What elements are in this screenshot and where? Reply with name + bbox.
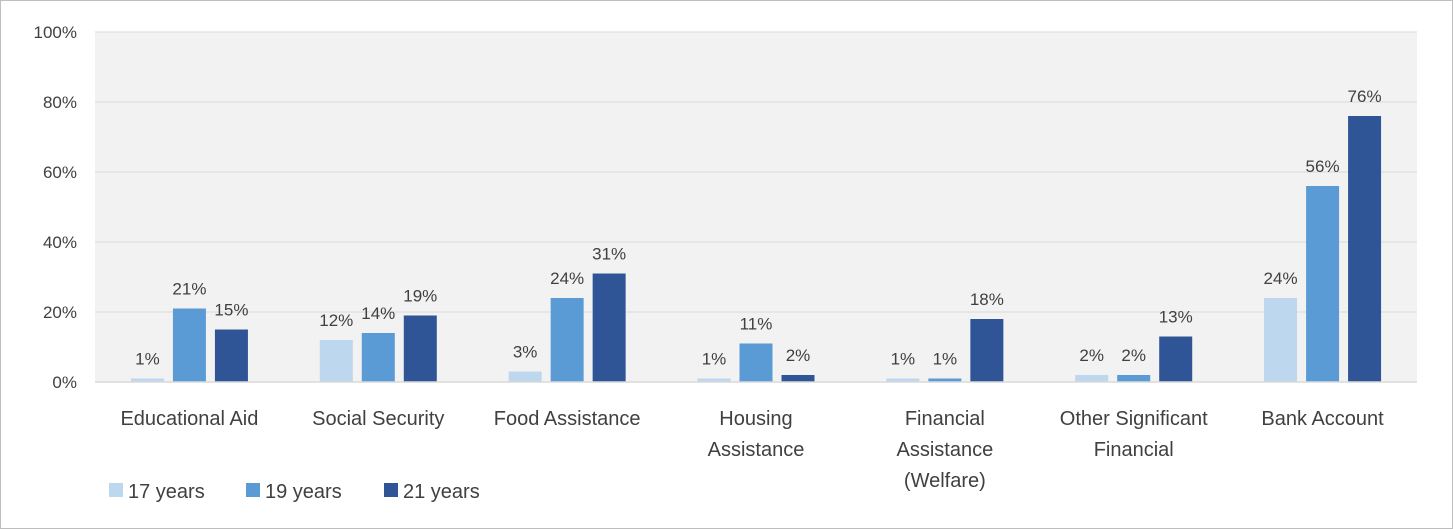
bar <box>130 378 164 382</box>
bar <box>550 298 584 382</box>
data-label: 2% <box>786 346 811 365</box>
legend-swatch <box>109 483 123 497</box>
data-label: 2% <box>1121 346 1146 365</box>
bar <box>403 315 437 382</box>
category-labels: Educational Aid Social Security Food Assis… <box>120 408 1384 492</box>
data-label: 14% <box>361 304 395 323</box>
data-label: 18% <box>970 290 1004 309</box>
legend-label: 19 years <box>265 481 342 503</box>
plot-area <box>95 32 1417 382</box>
data-label: 3% <box>513 343 538 362</box>
category-label: Financial <box>1094 439 1174 461</box>
legend-swatch <box>384 483 398 497</box>
bar <box>697 378 731 382</box>
bar <box>1264 298 1298 382</box>
bars <box>130 116 1382 382</box>
bar <box>1348 116 1382 382</box>
bar <box>886 378 920 382</box>
y-tick-label: 60% <box>43 163 77 182</box>
data-label: 12% <box>319 311 353 330</box>
data-label: 1% <box>933 350 958 369</box>
data-labels: 1% 21% 15% 12% 14% 19% 3% 24% 31% 1% 11% 2% 1% 1% 18% 2… <box>135 87 1381 369</box>
data-label: 19% <box>403 287 437 306</box>
data-label: 13% <box>1159 308 1193 327</box>
bar <box>508 371 542 382</box>
bar <box>361 333 395 382</box>
data-label: 24% <box>550 269 584 288</box>
data-label: 2% <box>1079 346 1104 365</box>
bar <box>1159 336 1193 382</box>
bar <box>928 378 962 382</box>
category-label: Social Security <box>312 408 444 430</box>
data-label: 76% <box>1348 87 1382 106</box>
data-label: 24% <box>1264 269 1298 288</box>
bar <box>1306 186 1340 382</box>
data-label: 31% <box>592 245 626 264</box>
data-label: 15% <box>214 301 248 320</box>
category-label: (Welfare) <box>904 470 986 492</box>
legend: 17 years 19 years 21 years <box>109 481 480 503</box>
category-label: Bank Account <box>1261 408 1384 430</box>
bar <box>214 329 248 382</box>
y-tick-label: 0% <box>52 373 77 392</box>
y-tick-label: 40% <box>43 233 77 252</box>
data-label: 56% <box>1306 157 1340 176</box>
y-tick-label: 20% <box>43 303 77 322</box>
legend-swatch <box>246 483 260 497</box>
category-label: Assistance <box>896 439 993 461</box>
bar <box>319 340 353 382</box>
bar <box>172 308 206 382</box>
bar <box>1075 375 1109 382</box>
data-label: 1% <box>702 350 727 369</box>
bar <box>970 319 1004 382</box>
y-tick-label: 100% <box>34 23 77 42</box>
y-axis-ticks: 0% 20% 40% 60% 80% 100% <box>34 23 77 392</box>
bar <box>739 343 773 382</box>
y-tick-label: 80% <box>43 93 77 112</box>
gridlines <box>95 31 1417 313</box>
category-label: Housing <box>719 408 792 430</box>
category-label: Educational Aid <box>120 408 258 430</box>
data-label: 1% <box>135 350 160 369</box>
data-label: 1% <box>891 350 916 369</box>
bar <box>781 375 815 382</box>
category-label: Financial <box>905 408 985 430</box>
category-label: Food Assistance <box>494 408 641 430</box>
data-label: 11% <box>740 315 773 334</box>
legend-label: 21 years <box>403 481 480 503</box>
category-label: Other Significant <box>1060 408 1208 430</box>
bar <box>1117 375 1151 382</box>
category-label: Assistance <box>708 439 805 461</box>
data-label: 21% <box>172 280 206 299</box>
bar <box>592 273 626 382</box>
legend-label: 17 years <box>128 481 205 503</box>
